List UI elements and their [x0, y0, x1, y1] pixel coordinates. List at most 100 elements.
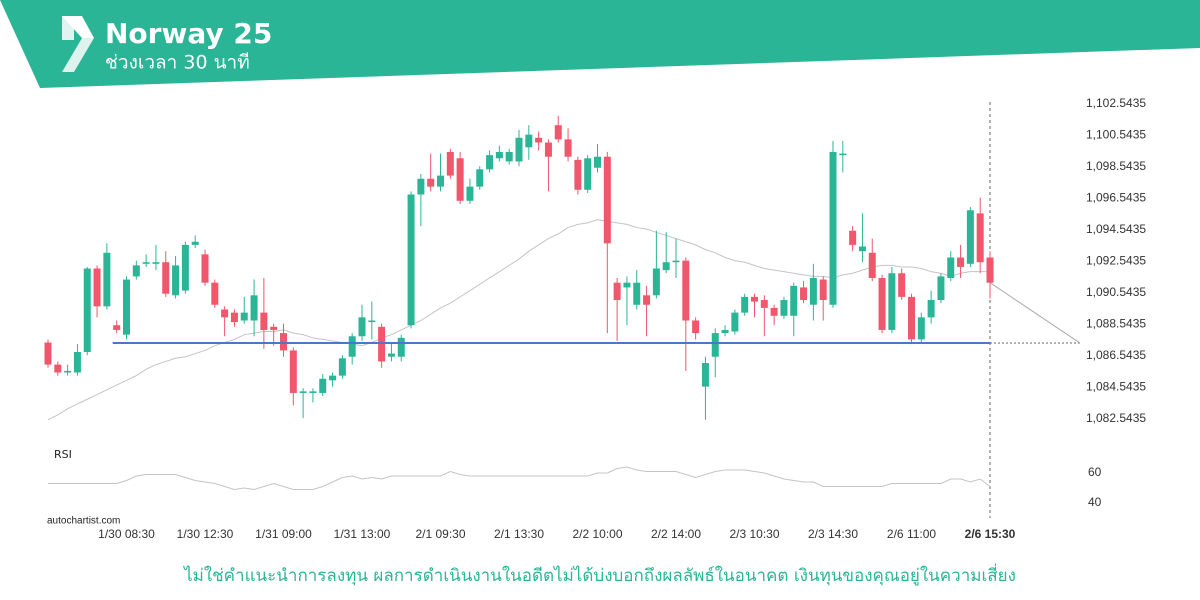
source: autochartist.com — [47, 516, 120, 527]
candle-body — [927, 300, 935, 318]
candle-body — [751, 296, 758, 302]
candle-body — [201, 254, 209, 283]
candle-body — [378, 326, 386, 362]
candle-body — [211, 282, 219, 305]
candle-body — [93, 268, 101, 307]
candle-body — [123, 279, 130, 335]
y-tick-label: 1,088.5435 — [1086, 317, 1146, 331]
candle-body — [221, 309, 229, 318]
candle-body — [780, 300, 788, 316]
candle-body — [152, 262, 160, 264]
chart-title: Norway 25 — [105, 17, 272, 50]
candle-body — [937, 276, 945, 301]
candle-body — [957, 257, 965, 267]
candle-body — [878, 277, 886, 330]
x-tick-label: 2/2 14:00 — [651, 527, 701, 541]
candle-body — [103, 252, 111, 307]
candle-body — [289, 350, 297, 393]
candle-body — [790, 285, 798, 316]
candle-body — [741, 296, 749, 313]
candle-body — [613, 282, 621, 301]
candle-body — [446, 151, 454, 176]
candle-body — [427, 178, 435, 187]
candle-body — [132, 265, 140, 277]
candle-body — [711, 333, 719, 357]
candle-body — [623, 282, 631, 288]
y-tick-label: 1,094.5435 — [1086, 222, 1146, 236]
y-tick-label: 1,090.5435 — [1086, 285, 1146, 299]
candle-body — [260, 312, 268, 330]
x-tick-label: 2/1 09:30 — [415, 527, 465, 541]
candle-body — [701, 363, 709, 387]
y-tick-label: 1,100.5435 — [1086, 128, 1146, 142]
candle-body — [456, 158, 464, 201]
candle-body — [270, 326, 278, 330]
candle-body — [437, 175, 444, 187]
candle-body — [329, 375, 337, 381]
candle-body — [672, 260, 680, 263]
candle-body — [839, 153, 847, 156]
y-tick-label: 1,096.5435 — [1086, 191, 1146, 205]
candle-body — [466, 186, 474, 201]
candle-body — [358, 317, 366, 337]
rsi-tick-label: 40 — [1088, 495, 1102, 509]
candle-body — [603, 156, 611, 244]
candle-body — [397, 337, 405, 357]
candle-body — [594, 156, 601, 168]
candle-body — [181, 244, 189, 291]
candle-body — [54, 364, 62, 373]
candle-body — [525, 134, 533, 148]
candle-body — [230, 312, 238, 323]
y-tick-label: 1,102.5435 — [1086, 96, 1146, 110]
forecast-line — [989, 282, 1081, 344]
candle-body — [976, 213, 984, 263]
candle-body — [535, 137, 543, 143]
x-tick-label: 2/3 10:30 — [729, 527, 779, 541]
y-tick-label: 1,084.5435 — [1086, 380, 1146, 394]
candle-body — [142, 262, 150, 264]
y-tick-label: 1,092.5435 — [1086, 254, 1146, 268]
moving-average — [47, 219, 990, 421]
candle-body — [299, 391, 307, 393]
candle-body — [368, 320, 376, 323]
candle-body — [191, 241, 199, 245]
candle-body — [280, 333, 287, 351]
candle-body — [652, 268, 660, 296]
candle-body — [64, 370, 72, 373]
candle-body — [809, 277, 817, 305]
candle-body — [829, 151, 837, 305]
candle-body — [486, 155, 494, 170]
candle-body — [682, 260, 690, 321]
candle-body — [633, 282, 641, 305]
candle-body — [309, 391, 317, 393]
x-tick-label: 2/6 15:30 — [965, 527, 1016, 541]
candle-body — [584, 158, 592, 190]
candle-body — [908, 296, 915, 340]
candle-body — [554, 125, 562, 140]
candle-body — [986, 257, 994, 283]
candle-body — [760, 300, 768, 308]
x-tick-label: 1/31 13:00 — [334, 527, 391, 541]
candle-body — [240, 312, 248, 321]
candle-body — [319, 378, 327, 393]
candle-body — [888, 273, 896, 330]
rsi-line — [48, 466, 991, 491]
x-tick-label: 2/6 11:00 — [887, 527, 936, 541]
candle-body — [417, 178, 425, 195]
candle-body — [721, 329, 729, 334]
candle-body — [476, 169, 484, 187]
candle-body — [564, 139, 572, 157]
logo-shape — [62, 16, 74, 40]
candle-body — [544, 142, 552, 157]
y-tick-label: 1,082.5435 — [1086, 411, 1146, 425]
candle-body — [917, 317, 925, 340]
candle-body — [172, 265, 180, 296]
candle-body — [947, 257, 955, 278]
candle-body — [731, 312, 739, 332]
candle-body — [348, 336, 356, 357]
rsi-label: RSI — [54, 448, 72, 461]
candle-body — [800, 287, 808, 301]
logo-shape — [62, 38, 94, 72]
candle-body — [966, 210, 974, 264]
